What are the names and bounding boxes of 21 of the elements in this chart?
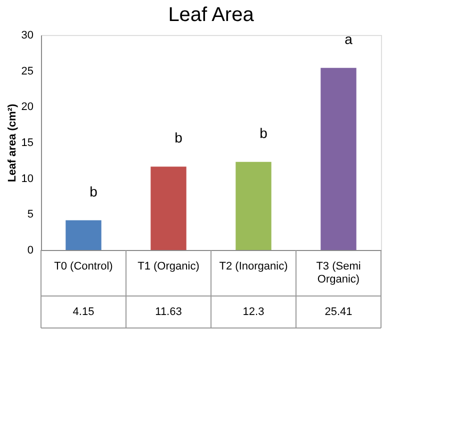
y-axis-title: Leaf area (cm²)	[6, 104, 18, 182]
chart-title: Leaf Area	[168, 4, 255, 26]
annotation: b	[260, 124, 268, 141]
data-label: 4.15	[72, 306, 94, 318]
y-tick-label: 15	[21, 137, 34, 149]
x-tick-label: T0 (Control)	[54, 260, 113, 272]
x-tick-label: T1 (Organic)	[138, 260, 200, 272]
data-label: 11.63	[155, 306, 182, 318]
x-tick-label: T2 (Inorganic)	[219, 260, 288, 272]
annotation: b	[174, 130, 183, 146]
annotation: a	[344, 30, 353, 47]
y-tick-label: 20	[21, 101, 34, 114]
y-tick-label: 10	[21, 172, 34, 185]
x-tick-label: T3 (Semi Organic)	[316, 260, 361, 286]
annotation: b	[90, 183, 98, 200]
data-label: 25.41	[324, 306, 352, 318]
y-tick-label: 0	[27, 244, 34, 256]
y-tick-label: 5	[27, 208, 34, 221]
y-tick-label: 30	[21, 30, 34, 42]
y-tick-label: 25	[21, 65, 34, 78]
data-label: 12.3	[242, 306, 264, 318]
